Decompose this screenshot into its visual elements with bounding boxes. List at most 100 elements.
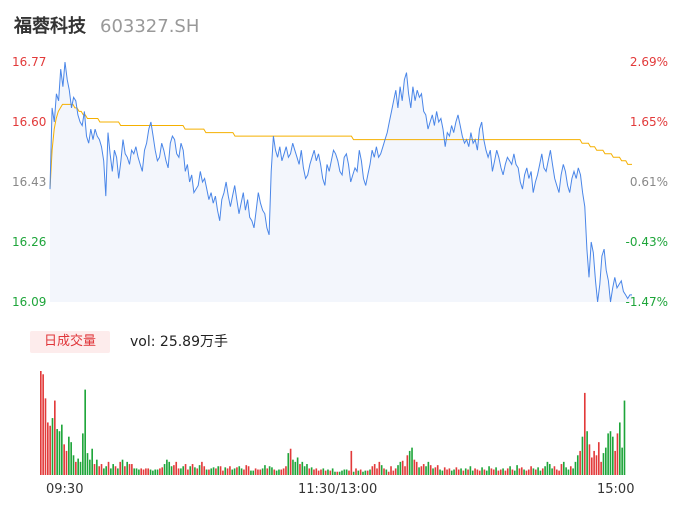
- volume-bar: [210, 468, 213, 475]
- volume-bar: [572, 468, 574, 475]
- volume-bar: [280, 469, 283, 475]
- volume-bar: [467, 469, 469, 475]
- volume-bar: [65, 450, 68, 475]
- volume-bar: [119, 461, 122, 475]
- volume-bar: [147, 468, 150, 475]
- volume-bar: [72, 455, 75, 475]
- volume-tag[interactable]: 日成交量: [30, 331, 110, 353]
- y-tick-right: -1.47%: [625, 295, 668, 309]
- volume-bar: [240, 468, 243, 475]
- volume-bar: [133, 468, 136, 475]
- volume-bar: [530, 466, 532, 475]
- volume-bar: [614, 450, 616, 475]
- average-price-line: [49, 103, 632, 190]
- volume-bar: [434, 467, 437, 475]
- y-tick-left: 16.60: [12, 115, 47, 129]
- volume-bar: [462, 470, 465, 475]
- volume-bar: [355, 468, 357, 475]
- volume-bar: [488, 466, 490, 475]
- volume-bar: [422, 464, 425, 475]
- volume-bar: [117, 468, 119, 475]
- volume-bar: [203, 466, 206, 475]
- volume-bar: [420, 466, 423, 475]
- volume-bar: [455, 467, 458, 475]
- volume-bar: [205, 469, 208, 475]
- volume-bar: [68, 436, 70, 475]
- volume-bar: [103, 468, 105, 475]
- volume-bar: [523, 469, 525, 475]
- volume-bar: [44, 398, 47, 475]
- volume-bar: [588, 444, 591, 475]
- volume-bar: [590, 457, 593, 475]
- volume-bar: [336, 471, 339, 475]
- volume-bar: [194, 467, 196, 475]
- volume-bar: [189, 466, 192, 475]
- volume-bar: [138, 469, 140, 475]
- volume-bar: [93, 464, 96, 475]
- volume-bar: [357, 470, 360, 475]
- volume-bar: [254, 468, 257, 475]
- volume-bar: [63, 444, 65, 475]
- volume-bar: [196, 468, 199, 475]
- y-tick-left: 16.43: [12, 175, 47, 189]
- volume-bar: [558, 470, 560, 475]
- volume-bar: [359, 469, 362, 475]
- volume-bar: [208, 469, 210, 475]
- volume-bar: [173, 465, 175, 475]
- volume-bar: [492, 469, 495, 475]
- volume-bar: [604, 447, 607, 475]
- volume-bar: [621, 447, 623, 475]
- volume-bar: [51, 418, 54, 475]
- volume-bar: [313, 469, 315, 475]
- volume-bar: [128, 464, 131, 475]
- volume-bar: [392, 470, 395, 475]
- volume-bar: [308, 468, 311, 475]
- volume-bar: [334, 471, 336, 475]
- volume-bar: [481, 467, 483, 475]
- volume-bar: [229, 466, 231, 475]
- volume-bar: [562, 461, 565, 475]
- volume-bar: [327, 469, 329, 475]
- volume-bar: [341, 470, 343, 475]
- volume-bar: [182, 466, 185, 475]
- volume-bar: [506, 468, 509, 475]
- volume-bar: [292, 459, 294, 475]
- volume-bar: [324, 470, 327, 475]
- volume-bar: [212, 467, 215, 475]
- volume-bar: [222, 470, 224, 475]
- volume-bar: [509, 466, 511, 475]
- volume-bar: [537, 467, 539, 475]
- volume-bar: [404, 466, 406, 475]
- volume-bar: [548, 464, 551, 475]
- volume-bar: [42, 374, 44, 475]
- volume-bar: [541, 468, 544, 475]
- volume-bar: [418, 467, 420, 475]
- volume-bar: [56, 429, 58, 475]
- volume-bar: [275, 470, 278, 475]
- volume-bar: [317, 470, 320, 475]
- volume-bar: [425, 466, 427, 475]
- volume-bar: [525, 470, 528, 475]
- volume-bar: [415, 461, 418, 475]
- volume-bar: [124, 466, 126, 475]
- volume-bar: [411, 447, 413, 475]
- volume-bar: [532, 468, 535, 475]
- volume-bar: [175, 461, 178, 475]
- volume-bar: [495, 467, 497, 475]
- volume-bar: [490, 468, 493, 475]
- volume-bar: [271, 467, 273, 475]
- volume-bar: [502, 468, 504, 475]
- volume-bar: [551, 468, 553, 475]
- volume-bar: [446, 469, 448, 475]
- volume-bar: [331, 468, 334, 475]
- volume-bar: [285, 466, 287, 475]
- volume-bar: [520, 467, 523, 475]
- x-tick-midday: 11:30/13:00: [298, 482, 378, 497]
- volume-bar: [252, 470, 255, 475]
- volume-bar: [149, 469, 152, 475]
- volume-bar: [348, 470, 350, 475]
- volume-bar: [54, 400, 56, 475]
- volume-bar: [350, 450, 353, 475]
- volume-bar: [586, 431, 588, 475]
- volume-bar: [450, 470, 453, 475]
